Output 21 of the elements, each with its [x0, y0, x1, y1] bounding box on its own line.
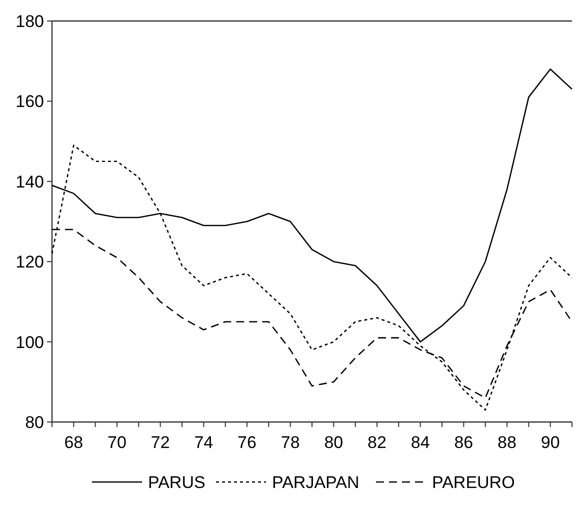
legend-label: PARUS	[148, 473, 206, 492]
y-tick-label: 80	[25, 412, 44, 432]
x-tick-label: 86	[454, 433, 474, 452]
x-tick-label: 78	[280, 433, 300, 452]
y-tick-label: 180	[16, 12, 44, 31]
x-tick-label: 74	[194, 433, 214, 452]
x-tick-label: 88	[498, 433, 516, 452]
y-tick-label: 140	[16, 172, 44, 192]
x-tick-label: 72	[150, 433, 170, 452]
y-tick-label: 160	[16, 92, 44, 112]
x-tick-label: 82	[368, 433, 386, 452]
x-tick-label: 68	[64, 433, 84, 452]
x-tick-label: 84	[410, 433, 430, 452]
x-tick-label: 76	[238, 433, 256, 452]
y-tick-label: 120	[16, 252, 44, 272]
x-tick-label: 90	[540, 433, 560, 452]
x-tick-label: 80	[324, 433, 344, 452]
x-tick-label: 70	[108, 433, 126, 452]
legend-label: PAREURO	[432, 473, 515, 492]
legend-label: PARJAPAN	[272, 473, 360, 492]
y-tick-label: 100	[16, 332, 44, 352]
